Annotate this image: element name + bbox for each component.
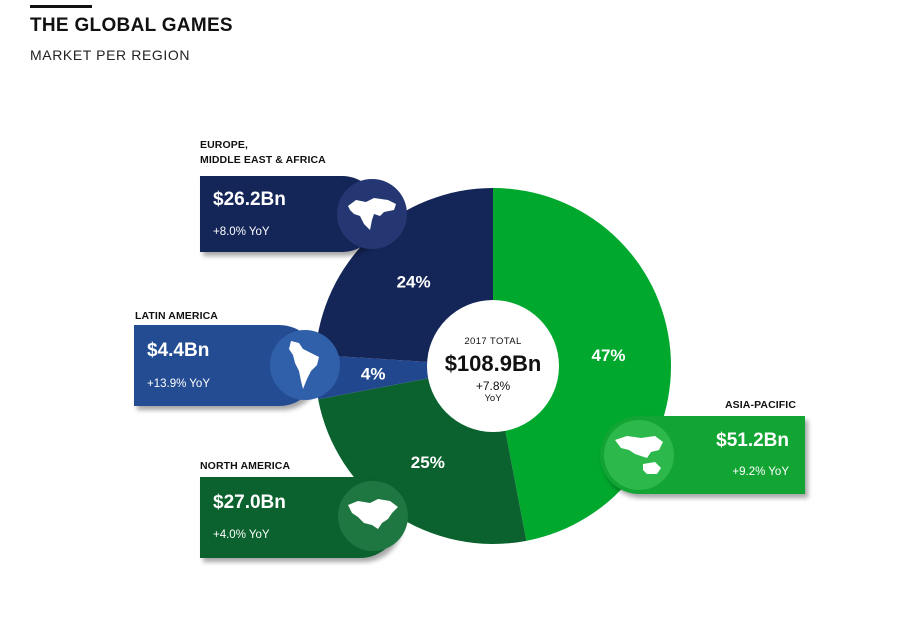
emea-label-line1: EUROPE, [200, 139, 248, 151]
center-hole [427, 300, 559, 432]
apac-card: $51.2Bn +9.2% YoY [600, 416, 805, 494]
south-america-map-icon [270, 330, 340, 400]
na-card: $27.0Bn +4.0% YoY [200, 477, 408, 558]
top-rule [30, 5, 92, 8]
apac-amount: $51.2Bn [716, 430, 789, 451]
latam-amount: $4.4Bn [147, 340, 210, 361]
pct-label-north-america: 25% [411, 453, 445, 472]
pct-label-emea: 24% [397, 272, 431, 291]
total-block: 2017 TOTAL $108.9Bn +7.8% YoY [433, 336, 553, 404]
asia-pacific-map-icon [604, 420, 674, 490]
page-subtitle: MARKET PER REGION [30, 47, 191, 63]
total-value: $108.9Bn [444, 351, 542, 376]
apac-yoy: +9.2% YoY [732, 466, 789, 478]
pct-label-asia-pacific: 47% [591, 346, 625, 365]
apac-label: ASIA-PACIFIC [725, 399, 797, 411]
total-label: 2017 TOTAL [464, 336, 522, 347]
na-amount: $27.0Bn [213, 492, 286, 513]
emea-yoy: +8.0% YoY [213, 226, 270, 238]
na-label: NORTH AMERICA [200, 460, 291, 472]
europe-africa-map-icon [337, 179, 407, 249]
emea-amount: $26.2Bn [213, 189, 286, 210]
emea-label-line2: MIDDLE EAST & AFRICA [200, 154, 326, 166]
total-growth: +7.8% [475, 379, 511, 393]
north-america-map-icon [338, 481, 408, 551]
latam-card: $4.4Bn +13.9% YoY [134, 325, 340, 406]
percentage-labels: 47% 25% 4% 24% [361, 272, 626, 472]
emea-card: $26.2Bn +8.0% YoY [200, 176, 407, 252]
emea-label: EUROPE, MIDDLE EAST & AFRICA [200, 138, 326, 168]
latam-label: LATIN AMERICA [135, 310, 218, 322]
pct-label-latin-america: 4% [361, 365, 386, 384]
latam-yoy: +13.9% YoY [147, 378, 210, 390]
total-growth-unit: YoY [484, 393, 502, 404]
page-title: THE GLOBAL GAMES [30, 15, 233, 36]
na-yoy: +4.0% YoY [213, 529, 270, 541]
